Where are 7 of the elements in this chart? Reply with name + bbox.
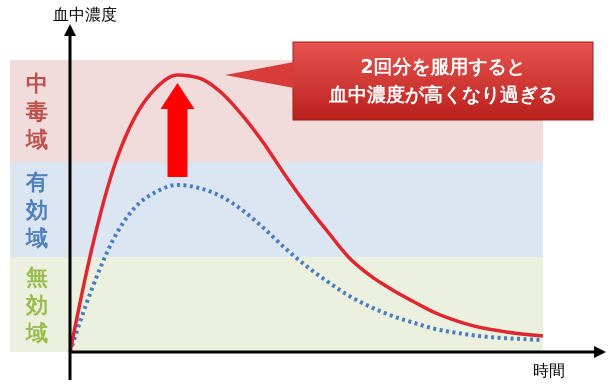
band-label: 有効域 <box>25 170 48 252</box>
band-label: 無効域 <box>25 265 48 346</box>
y-axis-title: 血中濃度 <box>53 5 117 24</box>
annotation: 2回分を服用すると <box>360 56 526 78</box>
annotation: 血中濃度が高くなり過ぎる <box>328 84 557 106</box>
band-label: 中毒域 <box>25 72 48 154</box>
x-axis-title: 時間 <box>533 361 565 380</box>
